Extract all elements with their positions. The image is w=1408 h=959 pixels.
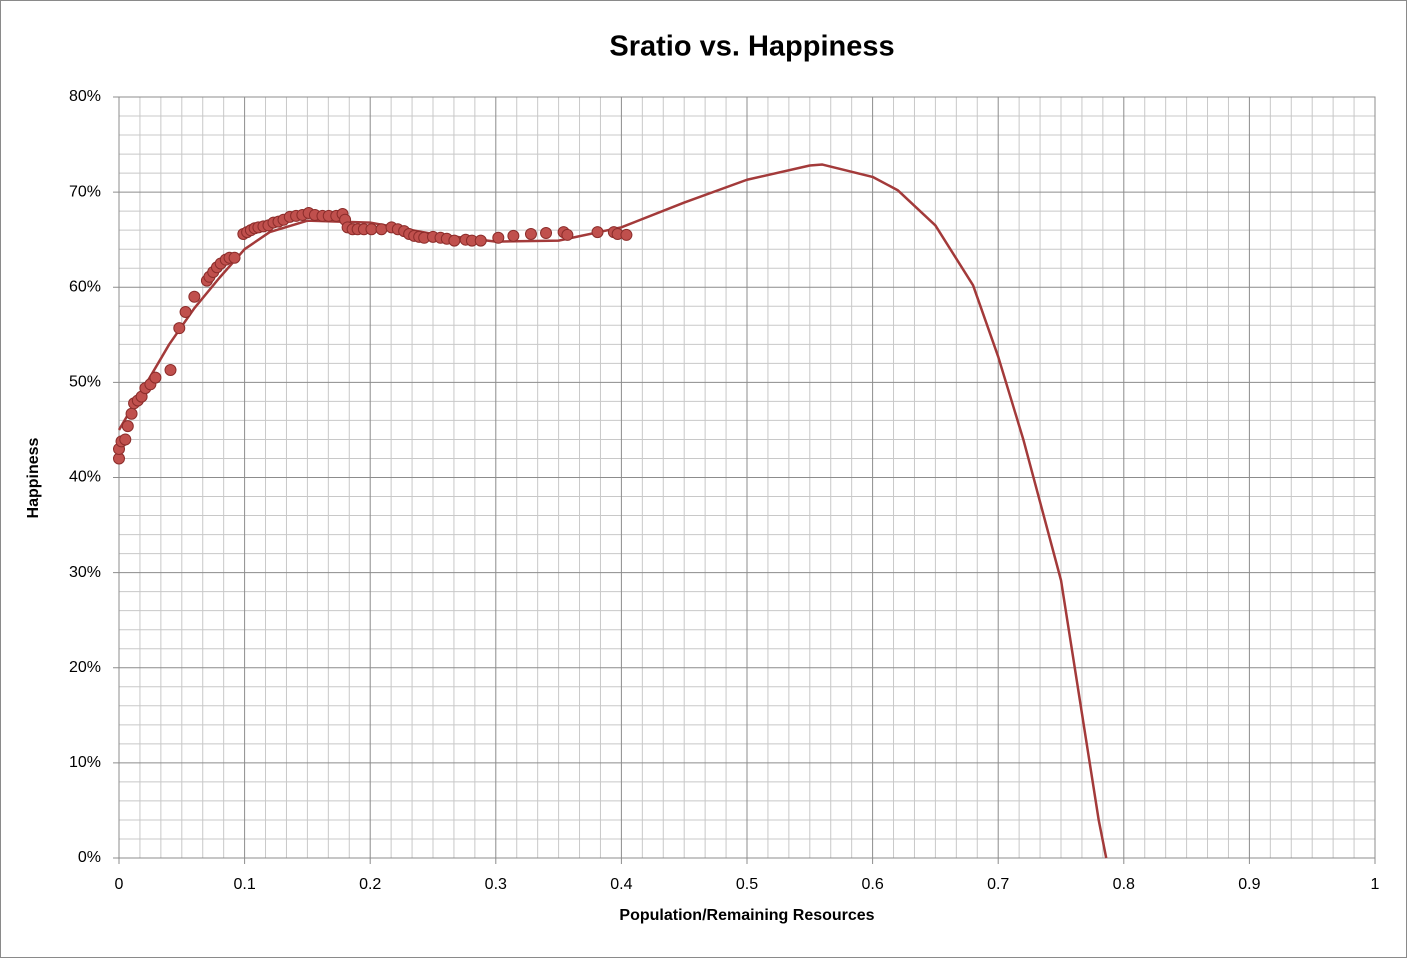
data-point — [164, 364, 177, 377]
x-tick-label: 0.8 — [1113, 876, 1135, 893]
y-tick-label: 40% — [69, 469, 101, 486]
x-tick-label: 0.1 — [233, 876, 255, 893]
data-point — [620, 228, 633, 241]
x-axis-title: Population/Remaining Resources — [619, 907, 874, 924]
data-point — [149, 371, 162, 384]
y-tick-label: 70% — [69, 183, 101, 200]
data-point — [121, 420, 134, 433]
x-tick-label: 0 — [115, 876, 124, 893]
x-tick-label: 0.9 — [1238, 876, 1260, 893]
x-tick-label: 0.3 — [485, 876, 507, 893]
data-point — [507, 229, 520, 242]
x-tick-label: 1 — [1371, 876, 1380, 893]
data-point — [125, 407, 138, 420]
data-point — [119, 433, 132, 446]
y-axis-title: Happiness — [25, 437, 42, 518]
data-point — [474, 234, 487, 247]
y-tick-label: 20% — [69, 659, 101, 676]
y-tick-label: 30% — [69, 564, 101, 581]
y-tick-label: 50% — [69, 374, 101, 391]
data-point — [591, 226, 604, 239]
data-point — [179, 305, 192, 318]
x-tick-label: 0.7 — [987, 876, 1009, 893]
data-point — [228, 251, 241, 264]
data-point — [540, 227, 553, 240]
trend-line — [117, 163, 1108, 859]
data-point — [365, 223, 378, 236]
x-tick-label: 0.2 — [359, 876, 381, 893]
y-tick-label: 10% — [69, 754, 101, 771]
y-tick-label: 0% — [78, 849, 101, 866]
y-tick-label: 80% — [69, 88, 101, 105]
x-tick-label: 0.5 — [736, 876, 758, 893]
data-point — [173, 322, 186, 335]
data-point — [188, 290, 201, 303]
plot-border — [118, 96, 1376, 859]
x-tick-label: 0.6 — [861, 876, 883, 893]
chart-title: Sratio vs. Happiness — [609, 31, 894, 63]
data-point — [448, 234, 461, 247]
data-point — [492, 231, 505, 244]
data-point — [524, 227, 537, 240]
x-tick-label: 0.4 — [610, 876, 632, 893]
data-point — [375, 223, 388, 236]
data-point — [561, 228, 574, 241]
y-tick-label: 60% — [69, 278, 101, 295]
